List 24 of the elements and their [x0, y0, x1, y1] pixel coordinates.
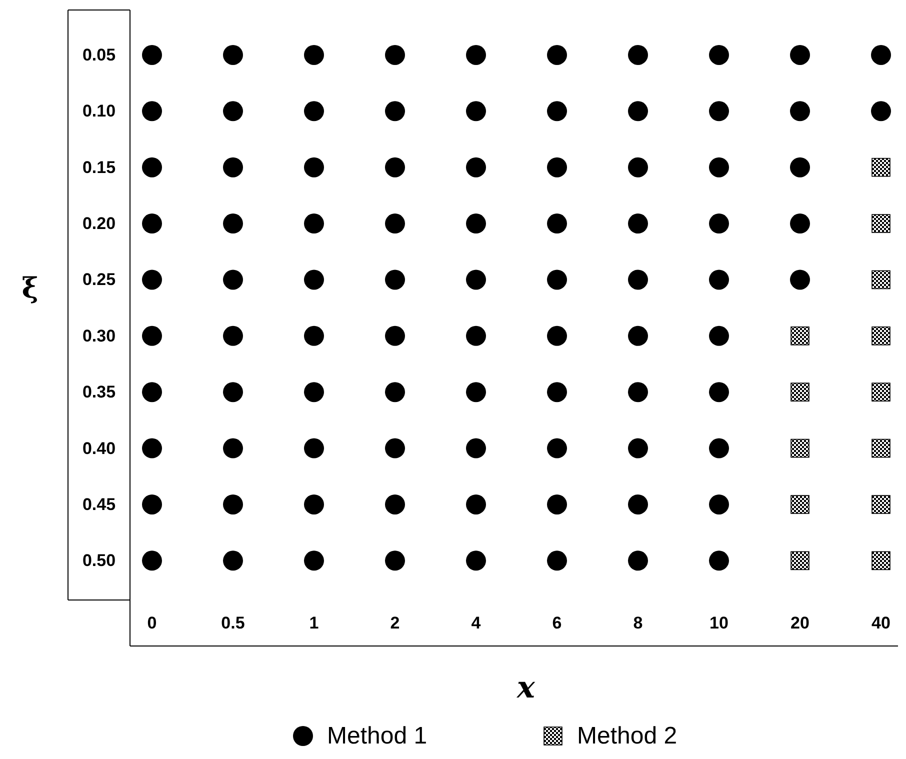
y-tick-label: 0.15: [82, 158, 116, 177]
x-axis-title: x: [516, 670, 536, 706]
y-tick-label: 0.40: [82, 438, 116, 458]
x-tick-label: 1: [309, 614, 319, 632]
legend-label: Method 2: [577, 722, 678, 750]
x-tick-label: 2: [390, 614, 400, 632]
y-tick-label: 0.50: [82, 551, 116, 570]
x-tick-label: 8: [633, 614, 643, 632]
y-tick-label: 0.25: [82, 270, 116, 290]
y-tick-label: 0.45: [82, 494, 116, 514]
x-tick-label: 10: [710, 614, 728, 632]
y-tick-label: 0.35: [82, 382, 116, 402]
x-tick-label: 4: [471, 614, 482, 632]
x-tick-label: 0: [147, 614, 157, 632]
y-tick-label: 0.30: [82, 326, 116, 346]
x-tick-label: 6: [552, 614, 562, 632]
legend-label: Method 1: [327, 722, 428, 750]
y-axis-title: ξ: [22, 272, 38, 304]
y-tick-label: 0.20: [82, 214, 116, 234]
x-tick-label: 20: [790, 614, 810, 632]
x-tick-label: 40: [872, 614, 890, 632]
y-tick-label: 0.10: [82, 102, 116, 121]
x-tick-label: 0.5: [221, 614, 245, 632]
y-tick-label: 0.05: [82, 45, 116, 64]
